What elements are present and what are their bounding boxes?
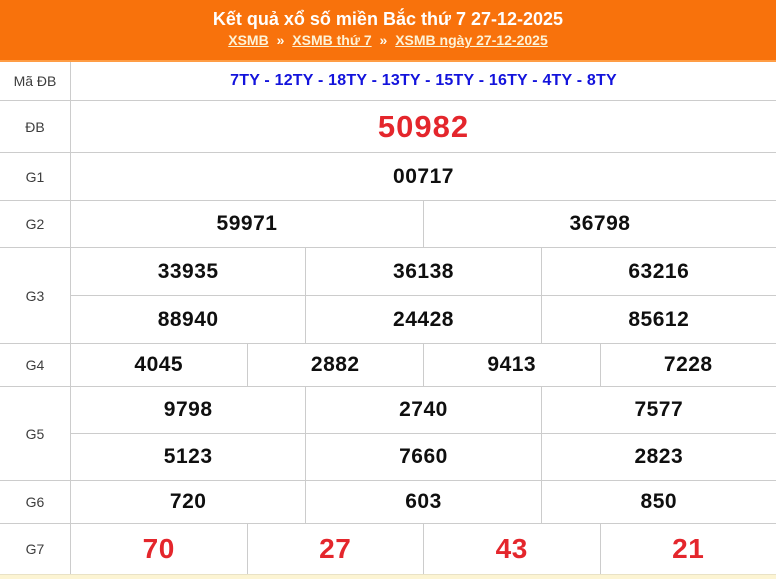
prize-cell: 7577: [540, 387, 776, 433]
row-ma-db: Mã ĐB 7TY - 12TY - 18TY - 13TY - 15TY - …: [0, 62, 776, 100]
results-table: Mã ĐB 7TY - 12TY - 18TY - 13TY - 15TY - …: [0, 62, 776, 574]
lottery-code-value: 7TY - 12TY - 18TY - 13TY - 15TY - 16TY -…: [70, 62, 776, 100]
row-g4: G4 4045 2882 9413 7228: [0, 343, 776, 386]
row-label-g7: G7: [25, 541, 45, 557]
breadcrumb-link-xsmb-ngay[interactable]: XSMB ngày 27-12-2025: [395, 32, 548, 48]
prize-cell: 4045: [70, 344, 247, 386]
prize-cell: 70: [70, 524, 247, 574]
row-label-g3: G3: [25, 287, 45, 304]
row-g2: G2 59971 36798: [0, 200, 776, 247]
prize-cell: 00717: [70, 153, 776, 200]
prize-cell: 27: [246, 524, 424, 574]
row-special-prize: ĐB 50982: [0, 100, 776, 152]
prize-cell: 2823: [540, 434, 776, 480]
row-g1: G1 00717: [0, 152, 776, 200]
row-label-g4: G4: [25, 357, 45, 373]
breadcrumb-separator: »: [379, 32, 388, 48]
prize-cell: 36798: [423, 201, 776, 247]
breadcrumb-link-xsmb-thu-7[interactable]: XSMB thứ 7: [292, 32, 372, 48]
prize-cell: 603: [305, 481, 540, 523]
page-title: Kết quả xổ số miền Bắc thứ 7 27-12-2025: [212, 9, 564, 29]
row-label-g1: G1: [25, 168, 45, 185]
breadcrumb: XSMB » XSMB thứ 7 » XSMB ngày 27-12-2025: [0, 32, 776, 48]
page-header: Kết quả xổ số miền Bắc thứ 7 27-12-2025 …: [0, 0, 776, 62]
prize-cell: 720: [70, 481, 305, 523]
row-g6: G6 720 603 850: [0, 480, 776, 523]
special-prize-value: 50982: [70, 101, 776, 152]
row-label-g6: G6: [25, 494, 45, 510]
breadcrumb-link-xsmb[interactable]: XSMB: [228, 32, 269, 48]
prize-cell: 5123: [70, 434, 305, 480]
prize-cell: 850: [540, 481, 776, 523]
prize-cell: 9413: [423, 344, 600, 386]
prize-cell: 7228: [599, 344, 776, 386]
prize-cell: 43: [423, 524, 600, 574]
prize-cell: 2740: [305, 387, 540, 433]
row-g3: G3 33935 36138 63216 88940 24428 85612: [0, 247, 776, 343]
prize-cell: 24428: [305, 296, 540, 343]
prize-cell: 7660: [305, 434, 540, 480]
row-g5: G5 9798 2740 7577 5123 7660 2823: [0, 386, 776, 480]
prize-cell: 2882: [246, 344, 424, 386]
prize-cell: 63216: [540, 248, 776, 295]
next-section-strip: [0, 574, 776, 579]
row-g7: G7 70 27 43 21: [0, 523, 776, 574]
prize-cell: 21: [599, 524, 776, 574]
row-label-g2: G2: [25, 216, 45, 232]
prize-cell: 88940: [70, 296, 305, 343]
row-label-ma-db: Mã ĐB: [13, 73, 57, 89]
row-label-db: ĐB: [25, 118, 45, 135]
prize-cell: 36138: [305, 248, 540, 295]
prize-cell: 85612: [540, 296, 776, 343]
prize-cell: 9798: [70, 387, 305, 433]
breadcrumb-separator: »: [276, 32, 285, 48]
row-label-g5: G5: [25, 425, 45, 442]
prize-cell: 59971: [70, 201, 423, 247]
prize-cell: 33935: [70, 248, 305, 295]
